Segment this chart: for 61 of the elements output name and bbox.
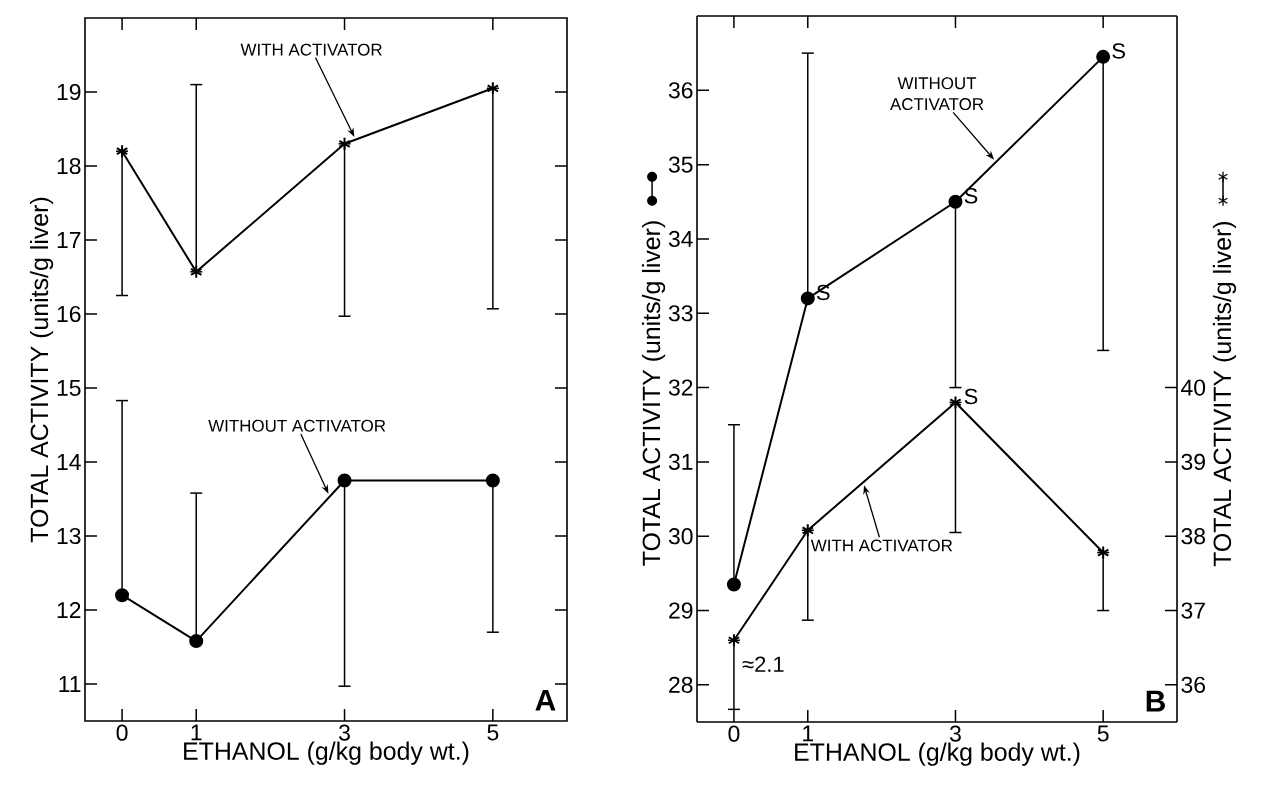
point [337,473,352,488]
point [726,577,741,592]
x-tick-label: 1 [803,725,814,742]
y-tick-label: 13 [57,527,81,545]
point [338,136,351,151]
x-tick-label: 5 [1097,725,1109,742]
point [190,264,203,279]
point [189,634,204,649]
y-tick-label: 28 [669,676,693,693]
annotation: S [1112,43,1125,59]
x-axis-title: ETHANOL (g/kg body wt.) [795,742,1080,766]
text: WITHOUT ACTIVATOR [208,419,386,432]
y-tick-label: 11 [59,676,81,692]
y2-tick-label: 39 [1181,453,1205,470]
annotation: S [964,388,978,405]
point [800,291,815,306]
x-axis-title: ETHANOL (g/kg body wt.) [184,741,469,765]
y-tick-label: 12 [57,602,81,618]
x-tick-label: 5 [487,724,499,741]
x-tick-label: 1 [191,724,202,741]
legend-label: WITH ACTIVATOR [240,43,382,56]
y2-axis-title: TOTAL ACTIVITY (units/g liver) [1212,221,1237,567]
point [115,588,130,603]
y2-tick-label: 37 [1181,602,1205,619]
point [801,523,814,538]
annotation: ≈2.1 [742,656,784,672]
text: WITHOUT ACTIVATOR [889,77,984,111]
y-tick-label: 36 [668,82,693,99]
y-tick-label: 16 [57,305,81,323]
series-label: WITH ACTIVATOR [810,539,953,552]
y-tick-label: 19 [57,83,81,101]
y2-tick-label: 36 [1181,676,1206,693]
y-tick-label: 14 [57,454,81,470]
y-tick-label: 18 [57,157,81,175]
x-tick-label: 0 [116,724,128,741]
point [949,395,962,410]
x-tick-label: 3 [949,725,961,742]
y-tick-label: 29 [669,602,693,619]
y-axis-title: TOTAL ACTIVITY (units/g liver) [29,197,54,543]
y2-tick-label: 40 [1181,379,1206,396]
y-tick-label: 34 [668,230,693,248]
y-tick-label: 33 [668,305,693,322]
y2-tick-label: 38 [1181,528,1206,545]
y-tick-label: 17 [57,232,81,248]
annotation: B [1146,690,1165,712]
x-tick-label: 0 [728,725,740,742]
point [486,81,500,96]
x-tick-label: 3 [339,724,350,741]
point [115,144,129,159]
point [485,473,500,488]
point [1096,545,1110,560]
point [1096,49,1111,64]
y-tick-label: 35 [668,156,693,173]
y-axis-title: TOTAL ACTIVITY (units/g liver) [641,221,666,566]
y-tick-label: 32 [668,379,693,396]
point [948,194,963,209]
point [727,633,741,648]
y-tick-label: 15 [57,380,81,396]
y-tick-label: 31 [668,453,693,470]
y-tick-label: 30 [668,528,693,545]
annotation: A [535,689,556,711]
